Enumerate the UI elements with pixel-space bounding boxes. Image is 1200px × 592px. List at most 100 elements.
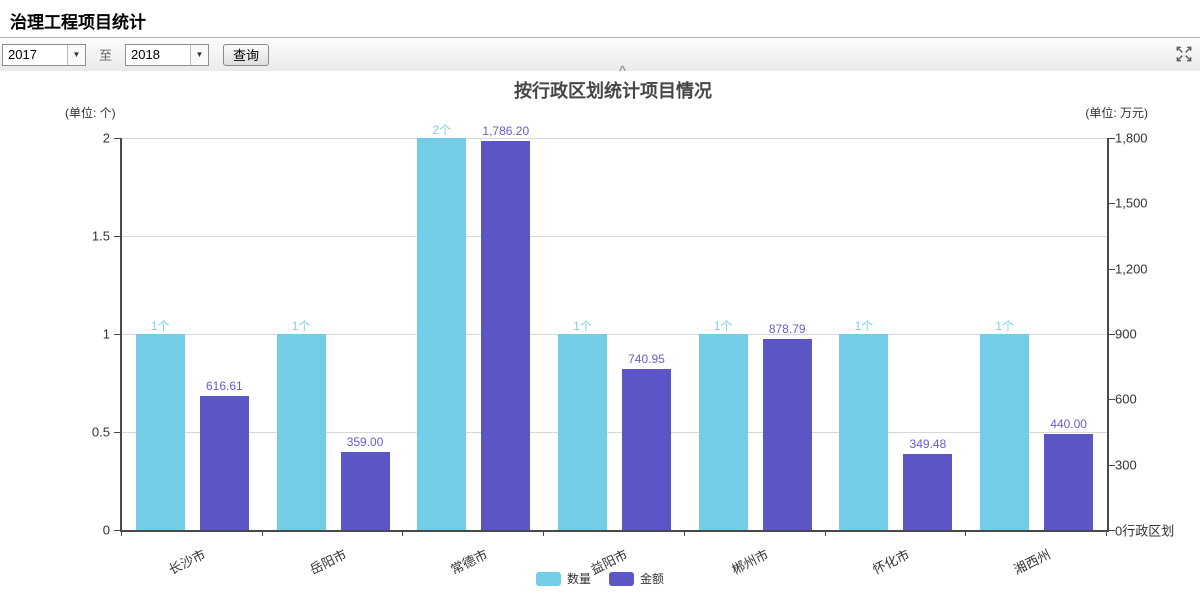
right-axis-tick-label: 1,200	[1115, 261, 1148, 277]
collapse-caret-icon[interactable]: ^	[619, 63, 627, 77]
bar-value-label: 1个	[291, 319, 311, 333]
left-axis-tick	[114, 432, 120, 433]
bar-group: 1个 740.95	[544, 138, 685, 530]
chart-title: 按行政区划统计项目情况	[514, 81, 712, 101]
dropdown-arrow-icon[interactable]: ▼	[67, 44, 85, 65]
legend-label: 金额	[640, 572, 665, 586]
left-axis-tick-label: 2	[102, 130, 110, 146]
bar-group: 1个 616.61	[122, 138, 263, 530]
bar-amount[interactable]: 440.00	[1044, 417, 1094, 530]
right-axis-tick-label: 1,800	[1115, 130, 1148, 146]
legend-swatch	[535, 571, 561, 586]
x-axis-tick	[121, 530, 122, 536]
legend-item[interactable]: 金额	[609, 570, 664, 587]
right-axis-tick-label: 600	[1115, 391, 1137, 407]
bar-amount[interactable]: 740.95	[621, 352, 671, 530]
right-axis-tick-label: 900	[1115, 326, 1137, 342]
left-axis-tick-label: 1	[102, 326, 110, 342]
bar-value-label: 440.00	[1050, 417, 1087, 432]
bar-value-label: 1,786.20	[482, 124, 530, 139]
left-axis-tick-label: 1.5	[91, 228, 110, 244]
bar-group: 1个 878.79	[685, 138, 826, 530]
bar-amount[interactable]: 1,786.20	[481, 124, 531, 530]
right-axis-tick	[1109, 530, 1115, 531]
right-axis-tick-label: 0行政区划	[1115, 523, 1175, 539]
year-to-value: 2018	[131, 47, 160, 62]
toolbar: 2017 ▼ 至 2018 ▼ 查询 ^	[0, 38, 1200, 76]
x-axis-tick	[824, 530, 826, 536]
to-label: 至	[99, 48, 113, 63]
gridline	[122, 334, 1107, 335]
bar-value-label: 1个	[854, 319, 874, 333]
bar-value-label: 1个	[151, 319, 170, 333]
page-header: 治理工程项目统计	[0, 0, 1200, 38]
right-axis-unit-label: (单位: 万元)	[1085, 106, 1148, 120]
x-axis-tick	[543, 530, 545, 536]
bar-amount[interactable]: 878.79	[762, 322, 812, 530]
left-axis-tick-label: 0.5	[91, 424, 110, 440]
left-axis-tick	[114, 334, 120, 335]
gridline	[122, 138, 1107, 139]
right-axis-tick-label: 1,500	[1115, 195, 1148, 211]
bar-value-label: 616.61	[205, 378, 243, 393]
bar-quantity[interactable]: 1个	[839, 319, 889, 530]
bar-value-label: 878.79	[768, 321, 806, 336]
bar-quantity[interactable]: 1个	[980, 319, 1030, 530]
x-axis-tick	[1106, 530, 1107, 536]
gridline	[122, 432, 1107, 433]
query-button[interactable]: 查询	[223, 43, 270, 66]
bar-quantity[interactable]: 2个	[417, 123, 467, 530]
bar-amount[interactable]: 359.00	[340, 435, 390, 530]
x-axis-tick	[683, 530, 685, 536]
bar-quantity[interactable]: 1个	[276, 319, 326, 530]
right-axis-tick	[1109, 334, 1115, 335]
year-from-select[interactable]: 2017 ▼	[2, 43, 86, 66]
gridline	[122, 236, 1107, 237]
year-from-value: 2017	[8, 47, 37, 62]
bar-amount[interactable]: 616.61	[199, 379, 249, 530]
x-axis-tick	[965, 530, 967, 536]
bar-group: 1个 440.00	[966, 138, 1107, 530]
left-axis-tick-labels: 2 1.5 1 0.5 0	[0, 131, 110, 538]
right-axis-tick	[1109, 399, 1115, 401]
right-axis-tick	[1109, 464, 1115, 466]
plot-area: 1个 616.61 1个 359.00 2个 1,786.20 1个 740.95 1个 878.…	[114, 123, 1115, 536]
bar-group: 1个 359.00	[263, 138, 404, 530]
right-axis-tick-label: 300	[1115, 457, 1137, 473]
right-axis-tick	[1109, 268, 1115, 270]
bar-quantity[interactable]: 1个	[135, 319, 185, 530]
bar-group: 2个 1,786.20	[403, 123, 544, 530]
left-axis-tick-label: 0	[102, 522, 110, 538]
chart-area: 按行政区划统计项目情况 (单位: 个) (单位: 万元) 2 1.5 1 0.5 0 1…	[0, 71, 1200, 592]
bar-value-label: 740.95	[628, 351, 665, 366]
dropdown-arrow-icon[interactable]: ▼	[190, 44, 209, 65]
right-axis-tick-labels: 1,800 1,500 1,200 900 600 300 0行政区划	[1107, 131, 1200, 539]
bar-group: 1个 349.48	[826, 138, 967, 530]
legend-label: 数量	[566, 572, 591, 586]
x-axis-tick	[261, 530, 263, 536]
x-axis-name: 行政区划	[1122, 523, 1175, 539]
bar-value-label: 359.00	[346, 434, 384, 449]
left-axis-tick	[114, 236, 120, 237]
fullscreen-icon[interactable]	[1174, 44, 1194, 64]
bar-amount[interactable]: 349.48	[903, 437, 953, 530]
bar-quantity[interactable]: 1个	[557, 319, 607, 530]
bar-value-label: 1个	[573, 319, 592, 333]
bar-value-label: 1个	[995, 319, 1014, 333]
bar-value-label: 1个	[713, 319, 733, 333]
legend-item[interactable]: 数量	[535, 570, 591, 587]
bar-value-label: 2个	[432, 123, 452, 137]
bar-quantity[interactable]: 1个	[698, 319, 748, 530]
legend: 数量 金额	[0, 570, 1200, 587]
x-axis-tick	[402, 530, 404, 536]
left-axis-tick	[114, 138, 120, 139]
legend-swatch	[609, 571, 634, 586]
bar-value-label: 349.48	[909, 436, 947, 451]
left-axis-unit-label: (单位: 个)	[65, 106, 116, 120]
right-axis-tick	[1109, 138, 1115, 139]
page-title: 治理工程项目统计	[10, 13, 146, 32]
year-to-select[interactable]: 2018 ▼	[125, 43, 210, 66]
left-axis-tick	[114, 530, 120, 531]
right-axis-tick	[1109, 203, 1115, 205]
